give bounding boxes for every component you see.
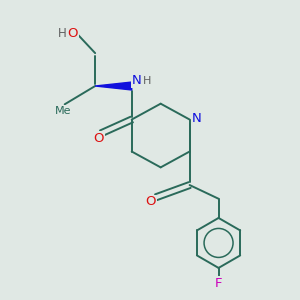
Polygon shape xyxy=(95,82,132,90)
Text: H: H xyxy=(143,76,152,85)
Text: N: N xyxy=(191,112,201,124)
Text: N: N xyxy=(131,74,141,87)
Text: Me: Me xyxy=(55,106,71,116)
Text: O: O xyxy=(146,195,156,208)
Text: F: F xyxy=(215,277,222,290)
Text: H: H xyxy=(58,27,67,40)
Text: O: O xyxy=(68,27,78,40)
Text: O: O xyxy=(94,132,104,145)
